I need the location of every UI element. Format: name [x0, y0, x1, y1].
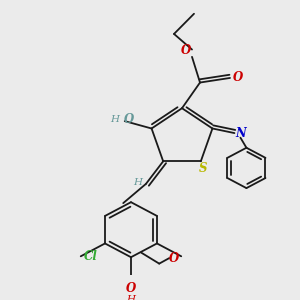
Text: O: O — [169, 252, 179, 265]
Text: H: H — [134, 178, 142, 187]
Text: N: N — [235, 127, 246, 140]
Text: O: O — [181, 44, 191, 57]
Text: O: O — [124, 113, 134, 126]
Text: O: O — [233, 71, 243, 85]
Text: Cl: Cl — [84, 250, 98, 263]
Text: H: H — [127, 295, 136, 300]
Text: S: S — [199, 162, 207, 175]
Text: O: O — [126, 282, 136, 295]
Text: H: H — [110, 115, 119, 124]
